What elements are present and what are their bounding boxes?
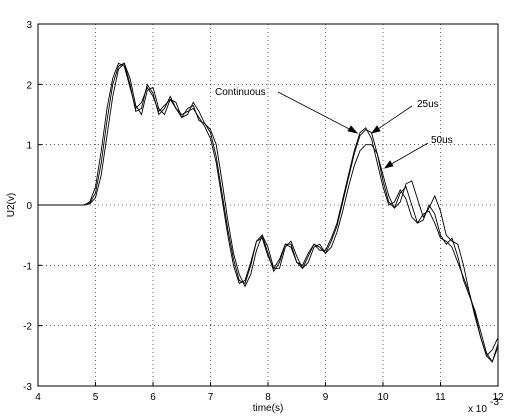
arrow-head bbox=[347, 125, 359, 134]
annotation: 25us bbox=[417, 99, 439, 110]
annotation: 50us bbox=[431, 135, 453, 146]
y-tick-label: 2 bbox=[26, 80, 32, 91]
x-tick-label: 8 bbox=[265, 392, 271, 403]
annotation-arrows bbox=[277, 91, 429, 169]
y-tick-label: -1 bbox=[23, 261, 32, 272]
series-line bbox=[38, 62, 499, 363]
x-tick-label: 4 bbox=[35, 392, 41, 403]
arrow-head bbox=[384, 160, 394, 169]
y-tick-label: 3 bbox=[26, 20, 32, 31]
x-tick-label: 12 bbox=[492, 392, 504, 403]
x-tick-label: 6 bbox=[150, 392, 156, 403]
x-tick-label: 9 bbox=[323, 392, 329, 403]
x-multiplier: x 10 bbox=[468, 404, 487, 415]
y-tick-label: -2 bbox=[23, 322, 32, 333]
x-tick-label: 5 bbox=[93, 392, 99, 403]
x-axis-label: time(s) bbox=[253, 403, 284, 414]
y-axis-label: U2(v) bbox=[6, 193, 17, 217]
annotation: Continuous bbox=[215, 87, 266, 98]
y-tick-label: 0 bbox=[26, 201, 32, 212]
arrow bbox=[387, 142, 429, 167]
arrow-head bbox=[371, 125, 381, 134]
x-tick-label: 10 bbox=[377, 392, 389, 403]
arrow bbox=[277, 91, 356, 133]
y-tick-label: 1 bbox=[26, 141, 32, 152]
series-line bbox=[38, 62, 499, 363]
y-tick-label: -3 bbox=[23, 382, 32, 393]
x-multiplier-exponent: -3 bbox=[490, 397, 499, 408]
x-tick-label: 7 bbox=[208, 392, 214, 403]
arrow bbox=[374, 105, 413, 132]
x-tick-label: 11 bbox=[435, 392, 446, 403]
